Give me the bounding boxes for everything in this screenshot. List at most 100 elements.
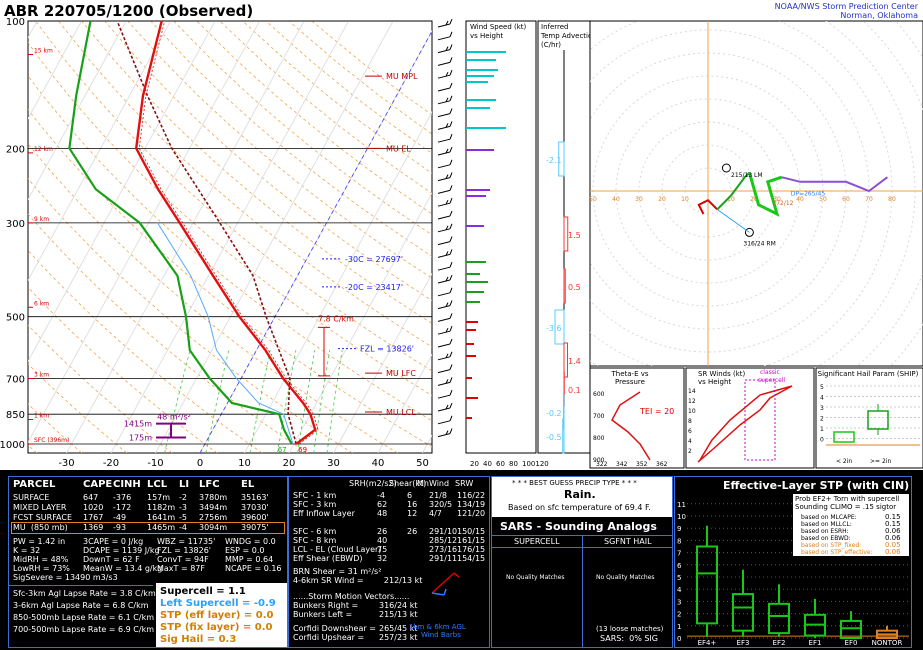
lapse-rate: 3-6km Agl Lapse Rate = 6.8 C/km xyxy=(13,601,149,610)
wind-speed-tick: 60 xyxy=(496,460,505,468)
wind-barb-flag xyxy=(449,82,453,89)
stp-item-label: based on ESRH: xyxy=(801,528,849,535)
skewt-plot: 100 200 300 500 700 850 1000 -30 -20 -10 0 10 20 30 40… xyxy=(0,17,453,469)
pressure-label: 850 xyxy=(6,410,25,421)
hodo-ring-label: 60 xyxy=(842,196,850,203)
thermo-box: PARCEL CAPE CINH LCL LI LFC EL SURFACE 647 -376 15… xyxy=(8,476,288,648)
isotherm-zero xyxy=(199,30,432,453)
thermo-value: K = 32 xyxy=(13,546,41,555)
kin-cell: 273/16 xyxy=(429,545,458,554)
eff-inflow-bot-label: 175m xyxy=(129,433,152,442)
stp-item-label: based on MLLCL: xyxy=(801,521,852,528)
kin-cell: 150/15 xyxy=(457,527,486,536)
height-label: 9 km xyxy=(34,216,49,223)
stp-category: EF0 xyxy=(845,639,858,645)
kin-cell: Eff Inflow Layer xyxy=(293,509,355,518)
wind-barb xyxy=(437,49,451,54)
parcel-cell: 1767 xyxy=(83,513,104,522)
parcel-cell: 157m xyxy=(147,493,171,502)
wind-barb-flag xyxy=(449,236,453,242)
wind-barb-flag xyxy=(449,121,453,127)
sr-wind-line xyxy=(697,385,793,463)
hodo-ring-label: 50 xyxy=(589,196,597,203)
hodo-green xyxy=(716,171,751,211)
wind-barb-flag xyxy=(449,402,453,409)
theta-e-ptick: 600 xyxy=(593,391,605,398)
temp-adv-value: -3.6 xyxy=(546,324,562,333)
classic-supercell-band xyxy=(744,379,776,461)
wind-barb xyxy=(437,151,451,156)
kin-cell: LCL - EL (Cloud Layer) xyxy=(293,545,382,554)
kin-cell: 21/8 xyxy=(429,491,447,500)
parcel-cell: -3 xyxy=(179,503,187,512)
sfc-temp-label: 69 xyxy=(298,446,307,454)
kin-cell: 154/15 xyxy=(457,554,486,563)
stp-item-value: 0.05 xyxy=(885,541,901,549)
height-label: 15 km xyxy=(34,47,53,54)
parcel-header: CINH xyxy=(113,479,141,490)
wind-barb xyxy=(437,369,451,374)
wind-barb-flag xyxy=(445,302,449,307)
temp-adv-sub: Temp Advection xyxy=(540,32,597,40)
sr-height-tick: 10 xyxy=(688,408,696,415)
wind-barb-flag xyxy=(445,199,449,205)
temp-adv-value: -2.1 xyxy=(546,156,562,165)
lm-label: 215/13 LM xyxy=(731,172,763,179)
dp-label: DP=265/45 xyxy=(791,191,826,198)
thermo-value: PW = 1.42 in xyxy=(13,537,66,546)
stp-category: EF3 xyxy=(737,639,750,645)
thermo-value: ConvT = 94F xyxy=(157,555,209,564)
ship-ytick: 3 xyxy=(820,405,824,412)
height-label: 12 km xyxy=(34,146,53,153)
pressure-label: 100 xyxy=(6,17,25,28)
kin-cell: 4/7 xyxy=(429,509,442,518)
storm-motion-label: Bunkers Right = xyxy=(293,601,359,610)
stp-ytick: 3 xyxy=(677,598,681,606)
wind-barb-flag xyxy=(449,274,453,281)
mixing-ratio-line xyxy=(164,350,191,453)
isotherm xyxy=(28,21,216,363)
stp-ytick: 10 xyxy=(677,513,686,521)
thermo-value: WNDG = 0.0 xyxy=(225,537,276,546)
theta-e-panel: Theta-E vs Pressure TEI = 20 600 700 800 90… xyxy=(589,367,685,469)
ship-panel: Significant Hail Param (SHIP) 5 4 3 2 1 0 < 2i… xyxy=(815,367,923,469)
stp-category: EF1 xyxy=(809,639,822,645)
hodo-green2 xyxy=(747,172,783,217)
sr-height-tick: 6 xyxy=(688,428,692,435)
wind-barb-flag xyxy=(449,70,453,76)
stp-box xyxy=(696,545,718,625)
precip-type: Rain. xyxy=(564,488,596,501)
temp-label: 20 xyxy=(283,458,296,469)
parcel-cell: -5 xyxy=(179,513,187,522)
parcel-cell: -93 xyxy=(113,523,127,532)
pressure-label: 700 xyxy=(6,375,25,386)
kin-header: SRW xyxy=(455,479,474,488)
isotherm xyxy=(28,21,172,282)
wind-barb-flag xyxy=(449,57,453,63)
mu-mpl-label: MU MPL xyxy=(386,72,418,81)
stp-box: Effective-Layer STP (with CIN) 11 10 9 8 7 6 5… xyxy=(674,476,912,648)
wind-barb xyxy=(437,215,451,220)
wind-barb-flag xyxy=(449,338,453,345)
wind-barb-flag xyxy=(445,353,449,359)
kin-header: MnWind xyxy=(417,479,450,488)
wind-barb-flag xyxy=(449,415,453,421)
kin-cell: 16 xyxy=(407,500,418,509)
hodo-ring-label: 50 xyxy=(819,196,827,203)
wind-barb xyxy=(437,433,451,438)
theta-e-ptick: 800 xyxy=(593,435,605,442)
wind-speed-tick: 100120 xyxy=(522,460,549,468)
thermo-value: DownT = 62 F xyxy=(83,555,140,564)
mixing-ratio-line xyxy=(297,350,316,453)
temp-label: -20 xyxy=(103,458,119,469)
wind-speed-tick: 80 xyxy=(509,460,518,468)
thermo-value: SigSevere = 13490 m3/s3 xyxy=(13,573,118,582)
ship-ytick: 4 xyxy=(820,395,824,402)
kin-header: Shear(kt) xyxy=(389,479,427,488)
stp-item-value: 0.15 xyxy=(885,513,901,521)
isotherm xyxy=(110,21,350,453)
temp-adv-title: Inferred xyxy=(541,23,569,31)
wind-barb-flag xyxy=(445,404,449,410)
tei-label: TEI = 20 xyxy=(639,407,674,416)
